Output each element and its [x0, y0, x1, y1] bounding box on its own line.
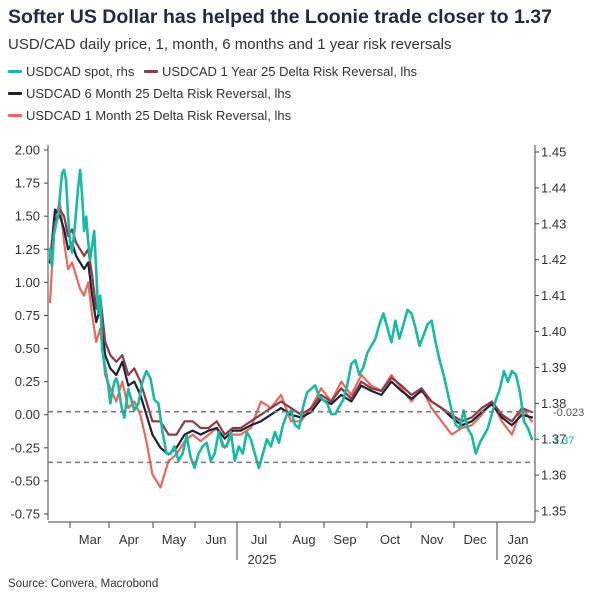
series-rr1m-line — [48, 201, 534, 489]
x-tick-label: Nov — [420, 532, 444, 547]
legend-item-rr1m: USDCAD 1 Month 25 Delta Risk Reversal, l… — [8, 108, 291, 123]
series-rr6m-line — [48, 208, 534, 456]
x-tick-label: Dec — [463, 532, 487, 547]
chart-source: Source: Convera, Macrobond — [8, 578, 159, 590]
legend-label-spot: USDCAD spot, rhs — [26, 64, 135, 79]
legend-swatch-rr6m — [8, 92, 22, 95]
legend-label-rr6m: USDCAD 6 Month 25 Delta Risk Reversal, l… — [26, 86, 292, 101]
left-tick-label: -0.50 — [10, 473, 40, 488]
x-year-label: 2025 — [248, 552, 277, 567]
left-tick-label: 2.00 — [15, 143, 40, 158]
right-tick-label: 1.38 — [541, 396, 566, 411]
x-tick-label: Oct — [380, 532, 401, 547]
annotation-layer: -0.023 1.37 — [48, 407, 584, 464]
right-tick-label: 1.40 — [541, 324, 566, 339]
right-tick-label: 1.39 — [541, 360, 566, 375]
annotation-label: -0.023 — [553, 407, 584, 419]
left-tick-label: 0.00 — [15, 407, 40, 422]
x-tick-label: Jan — [508, 532, 529, 547]
annotation-label: 1.37 — [553, 435, 574, 447]
chart-title: Softer US Dollar has helped the Loonie t… — [8, 6, 552, 28]
right-tick-label: 1.44 — [541, 180, 566, 195]
left-tick-label: 0.25 — [15, 374, 40, 389]
right-tick-label: 1.43 — [541, 216, 566, 231]
x-year-label: 2026 — [504, 552, 533, 567]
series-rr1y-line — [48, 208, 534, 436]
chart-subtitle: USD/CAD daily price, 1, month, 6 months … — [8, 36, 452, 53]
left-tick-label: 0.50 — [15, 341, 40, 356]
left-tick-label: 1.25 — [15, 242, 40, 257]
x-tick-label: Jun — [206, 532, 227, 547]
right-tick-label: 1.42 — [541, 252, 566, 267]
left-tick-label: -0.75 — [10, 507, 40, 522]
legend-swatch-rr1m — [8, 114, 22, 117]
right-tick-label: 1.45 — [541, 145, 566, 160]
axes-layer: 2.00 1.75 1.50 1.25 1.00 0.75 0.50 0.25 0.00 -0.2… — [10, 143, 566, 568]
left-tick-label: 1.50 — [15, 209, 40, 224]
right-tick-label: 1.37 — [541, 432, 566, 447]
x-tick-label: Jul — [251, 532, 268, 547]
x-tick-label: Apr — [119, 532, 140, 547]
x-tick-label: May — [162, 532, 187, 547]
x-tick-label: Sep — [333, 532, 356, 547]
legend-item-rr6m: USDCAD 6 Month 25 Delta Risk Reversal, l… — [8, 86, 291, 101]
right-tick-label: 1.35 — [541, 504, 566, 519]
legend-swatch-spot — [8, 70, 22, 73]
legend-label-rr1y: USDCAD 1 Year 25 Delta Risk Reversal, lh… — [162, 64, 418, 79]
left-tick-label: 1.75 — [15, 176, 40, 191]
x-tick-label: Mar — [79, 532, 102, 547]
right-tick-label: 1.36 — [541, 468, 566, 483]
right-tick-label: 1.41 — [541, 288, 566, 303]
series-spot-line — [48, 168, 534, 470]
left-tick-label: 0.75 — [15, 308, 40, 323]
legend-label-rr1m: USDCAD 1 Month 25 Delta Risk Reversal, l… — [26, 108, 292, 123]
series-layer — [48, 168, 534, 489]
left-tick-label: -0.25 — [10, 440, 40, 455]
x-tick-label: Aug — [292, 532, 315, 547]
left-tick-label: 1.00 — [15, 275, 40, 290]
legend-swatch-rr1y — [144, 70, 158, 73]
legend-item-rr1y: USDCAD 1 Year 25 Delta Risk Reversal, lh… — [144, 64, 417, 79]
legend-item-spot: USDCAD spot, rhs — [8, 64, 134, 79]
